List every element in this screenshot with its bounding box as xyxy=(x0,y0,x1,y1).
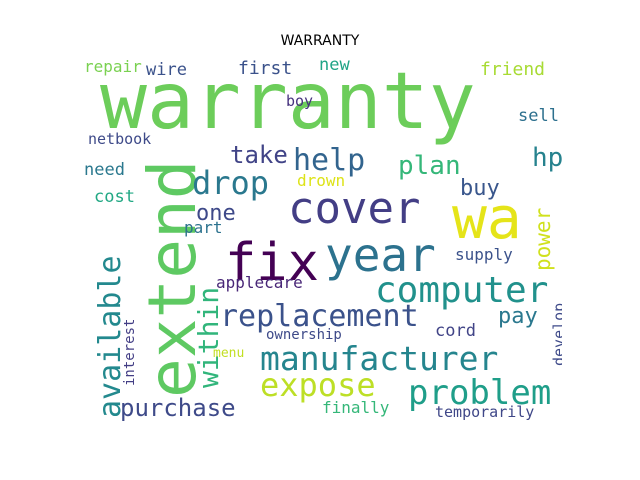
word-friend: friend xyxy=(480,59,545,80)
word-cloud-title: WARRANTY xyxy=(280,33,360,49)
word-replacement: replacement xyxy=(220,299,419,334)
word-repair: repair xyxy=(84,58,142,76)
word-applecare: applecare xyxy=(216,273,303,292)
word-fix: fix xyxy=(225,233,319,293)
word-cover: cover xyxy=(288,183,420,234)
word-drown: drown xyxy=(297,171,345,190)
word-first: first xyxy=(238,58,292,79)
word-take: take xyxy=(230,141,288,169)
word-available: available xyxy=(93,255,128,418)
word-boy: boy xyxy=(286,92,313,110)
word-wa: wa xyxy=(452,184,522,252)
word-drop: drop xyxy=(192,164,269,202)
word-cord: cord xyxy=(435,321,476,341)
word-develop: develop xyxy=(550,303,562,366)
word-extend: extend xyxy=(134,160,211,398)
word-interest: interest xyxy=(122,319,138,386)
word-power: power xyxy=(531,208,555,271)
word-pay: pay xyxy=(498,304,538,329)
word-finally: finally xyxy=(322,398,390,417)
word-hp: hp xyxy=(532,143,562,173)
word-expose: expose xyxy=(260,366,376,404)
word-cloud: warranty extend wa year cover fix computer prob… xyxy=(80,58,562,421)
word-menu: menu xyxy=(213,346,244,361)
word-part: part xyxy=(184,218,223,237)
word-new: new xyxy=(319,58,350,75)
word-netbook: netbook xyxy=(88,130,151,148)
word-year: year xyxy=(325,228,436,282)
word-within: within xyxy=(192,287,225,388)
word-problem: problem xyxy=(408,373,551,413)
word-help: help xyxy=(293,143,365,178)
word-manufacturer: manufacturer xyxy=(260,339,498,378)
word-sell: sell xyxy=(518,106,559,126)
word-supply: supply xyxy=(455,245,513,264)
word-computer: computer xyxy=(375,270,548,311)
word-wire: wire xyxy=(146,60,187,80)
word-ownership: ownership xyxy=(266,327,342,343)
word-plan: plan xyxy=(398,151,461,181)
word-buy: buy xyxy=(460,176,500,201)
word-temporarily: temporarily xyxy=(435,403,534,421)
word-cost: cost xyxy=(94,187,135,207)
word-warranty: warranty xyxy=(100,58,476,147)
word-one: one xyxy=(196,201,236,226)
word-need: need xyxy=(84,160,125,180)
word-purchase: purchase xyxy=(120,394,236,421)
